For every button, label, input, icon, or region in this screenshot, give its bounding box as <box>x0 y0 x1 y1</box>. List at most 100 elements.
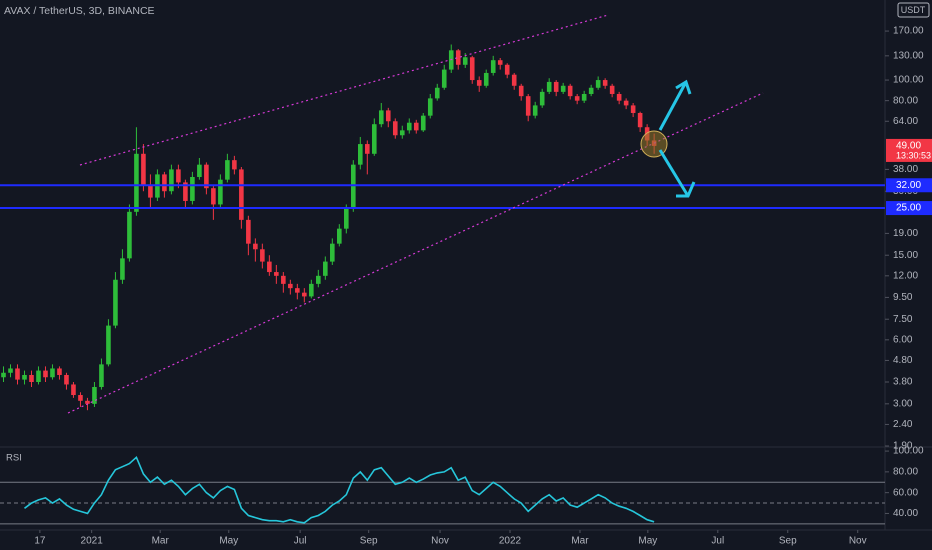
candle-body <box>288 283 293 289</box>
candle-body <box>71 384 76 396</box>
last-price-badge <box>886 138 932 162</box>
candle-body <box>127 211 132 259</box>
y-tick-label: 80.00 <box>893 467 918 478</box>
candle-body <box>351 164 356 209</box>
level-badge <box>886 178 932 193</box>
candle-body <box>623 100 629 106</box>
candle-body <box>211 188 216 205</box>
candle-body <box>253 243 258 250</box>
candle-body <box>434 87 440 99</box>
candle-body <box>344 208 349 229</box>
y-tick-label: 1.90 <box>893 441 913 452</box>
y-tick-label: 100.00 <box>893 75 924 86</box>
x-tick-label: 2022 <box>499 536 522 547</box>
x-tick-label: 17 <box>34 536 46 547</box>
candle-body <box>588 87 594 94</box>
y-tick-label: 100.00 <box>893 446 924 457</box>
candles <box>1 44 657 411</box>
candle-body <box>630 105 636 113</box>
y-tick-label: 64.00 <box>893 116 918 127</box>
candle-body <box>169 169 174 192</box>
candle-body <box>64 374 69 385</box>
currency-badge <box>897 2 930 18</box>
candle-body <box>260 249 265 262</box>
countdown: 13:30:53 <box>896 150 931 160</box>
candle-body <box>518 85 524 97</box>
candle-body <box>141 153 146 186</box>
channel-top <box>79 14 609 166</box>
candle-body <box>337 228 342 244</box>
candle-body <box>441 69 447 88</box>
candle-body <box>371 124 377 154</box>
candle-body <box>392 121 398 136</box>
currency-label: USDT <box>901 5 926 15</box>
x-tick-label: 2021 <box>81 536 104 547</box>
candle-body <box>29 374 34 383</box>
x-tick-label: Nov <box>849 536 867 547</box>
candle-body <box>8 368 13 373</box>
candle-body <box>637 112 643 128</box>
candle-body <box>302 292 307 297</box>
candle-body <box>497 60 503 65</box>
candle-body <box>134 153 139 212</box>
y-tick-label: 38.00 <box>893 164 918 175</box>
candle-body <box>36 370 41 383</box>
candle-body <box>57 368 62 375</box>
y-tick-label: 2.40 <box>893 419 913 430</box>
x-tick-label: Sep <box>360 536 378 547</box>
candle-body <box>295 288 300 293</box>
candle-body <box>525 96 531 116</box>
candle-body <box>469 57 475 81</box>
candle-body <box>364 144 370 154</box>
y-tick-label: 9.50 <box>893 292 913 303</box>
candle-body <box>316 275 321 284</box>
candle-body <box>357 144 363 165</box>
y-tick-label: 12.00 <box>893 270 918 281</box>
candle-body <box>204 164 209 189</box>
candle-body <box>78 395 83 401</box>
y-tick-label: 7.50 <box>893 314 913 325</box>
candle-body <box>504 64 510 75</box>
x-tick-label: Jul <box>711 536 724 547</box>
candle-body <box>246 219 251 244</box>
candle-body <box>232 160 237 170</box>
candle-body <box>595 80 601 88</box>
candle-body <box>539 91 545 106</box>
x-tick-label: Mar <box>571 536 589 547</box>
candle-body <box>120 258 125 280</box>
candle-body <box>15 368 20 380</box>
candle-body <box>560 85 566 92</box>
drawings <box>67 14 764 414</box>
candle-body <box>420 115 426 131</box>
rsi-line <box>24 455 655 524</box>
y-tick-label: 60.00 <box>893 487 918 498</box>
rsi-title: RSI <box>6 453 22 464</box>
candle-body <box>462 57 468 65</box>
candle-body <box>553 81 559 92</box>
x-tick-label: Nov <box>431 536 449 547</box>
candle-body <box>399 130 405 136</box>
candle-body <box>113 279 118 326</box>
candle-body <box>406 122 412 131</box>
candle-body <box>22 374 27 380</box>
candle-body <box>43 370 48 378</box>
candle-body <box>616 93 622 101</box>
x-tick-label: Mar <box>152 536 170 547</box>
x-tick-label: Jul <box>294 536 307 547</box>
last-price-label: 49.00 <box>896 141 921 152</box>
level-label: 25.00 <box>896 203 921 214</box>
candle-body <box>546 81 552 92</box>
candle-body <box>609 85 615 94</box>
y-tick-label: 4.80 <box>893 355 913 366</box>
candle-body <box>490 60 496 73</box>
level-badge <box>886 201 932 216</box>
candle-body <box>385 110 391 122</box>
candle-body <box>476 80 482 86</box>
candle-body <box>602 80 608 86</box>
candle-body <box>162 174 167 192</box>
candle-body <box>427 98 433 116</box>
candle-body <box>148 185 153 198</box>
candle-body <box>281 275 286 284</box>
y-tick-label: 6.00 <box>893 334 913 345</box>
candle-body <box>532 105 538 116</box>
